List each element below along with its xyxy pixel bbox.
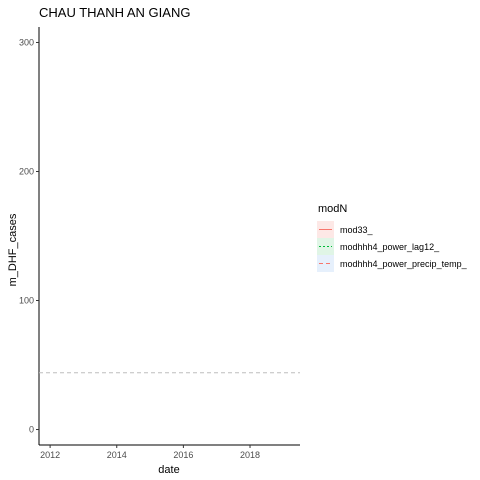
x-tick-label: 2016 [173,450,193,460]
legend-entry-label: mod33_ [340,225,374,235]
legend-key-bg [317,238,334,255]
x-tick-label: 2018 [240,450,260,460]
plot-area: 0 100 200 300 2012 2014 2016 2018 [19,27,300,460]
x-axis-title: date [158,464,179,476]
legend: modN mod33_ modhhh4_power_lag12_ modhhh4_p… [317,203,468,272]
chart-title: CHAU THANH AN GIANG [39,5,190,20]
legend-entry-label: modhhh4_power_precip_temp_ [340,259,468,269]
y-tick-label: 200 [19,166,34,176]
x-tick-label: 2012 [40,450,60,460]
legend-title: modN [318,203,347,215]
legend-entry-label: modhhh4_power_lag12_ [340,242,440,252]
y-tick-label: 100 [19,296,34,306]
y-tick-label: 300 [19,37,34,47]
x-tick-label: 2014 [107,450,127,460]
y-tick-label: 0 [29,425,34,435]
y-axis-title: m_DHF_cases [7,213,19,286]
legend-key-bg [317,255,334,272]
